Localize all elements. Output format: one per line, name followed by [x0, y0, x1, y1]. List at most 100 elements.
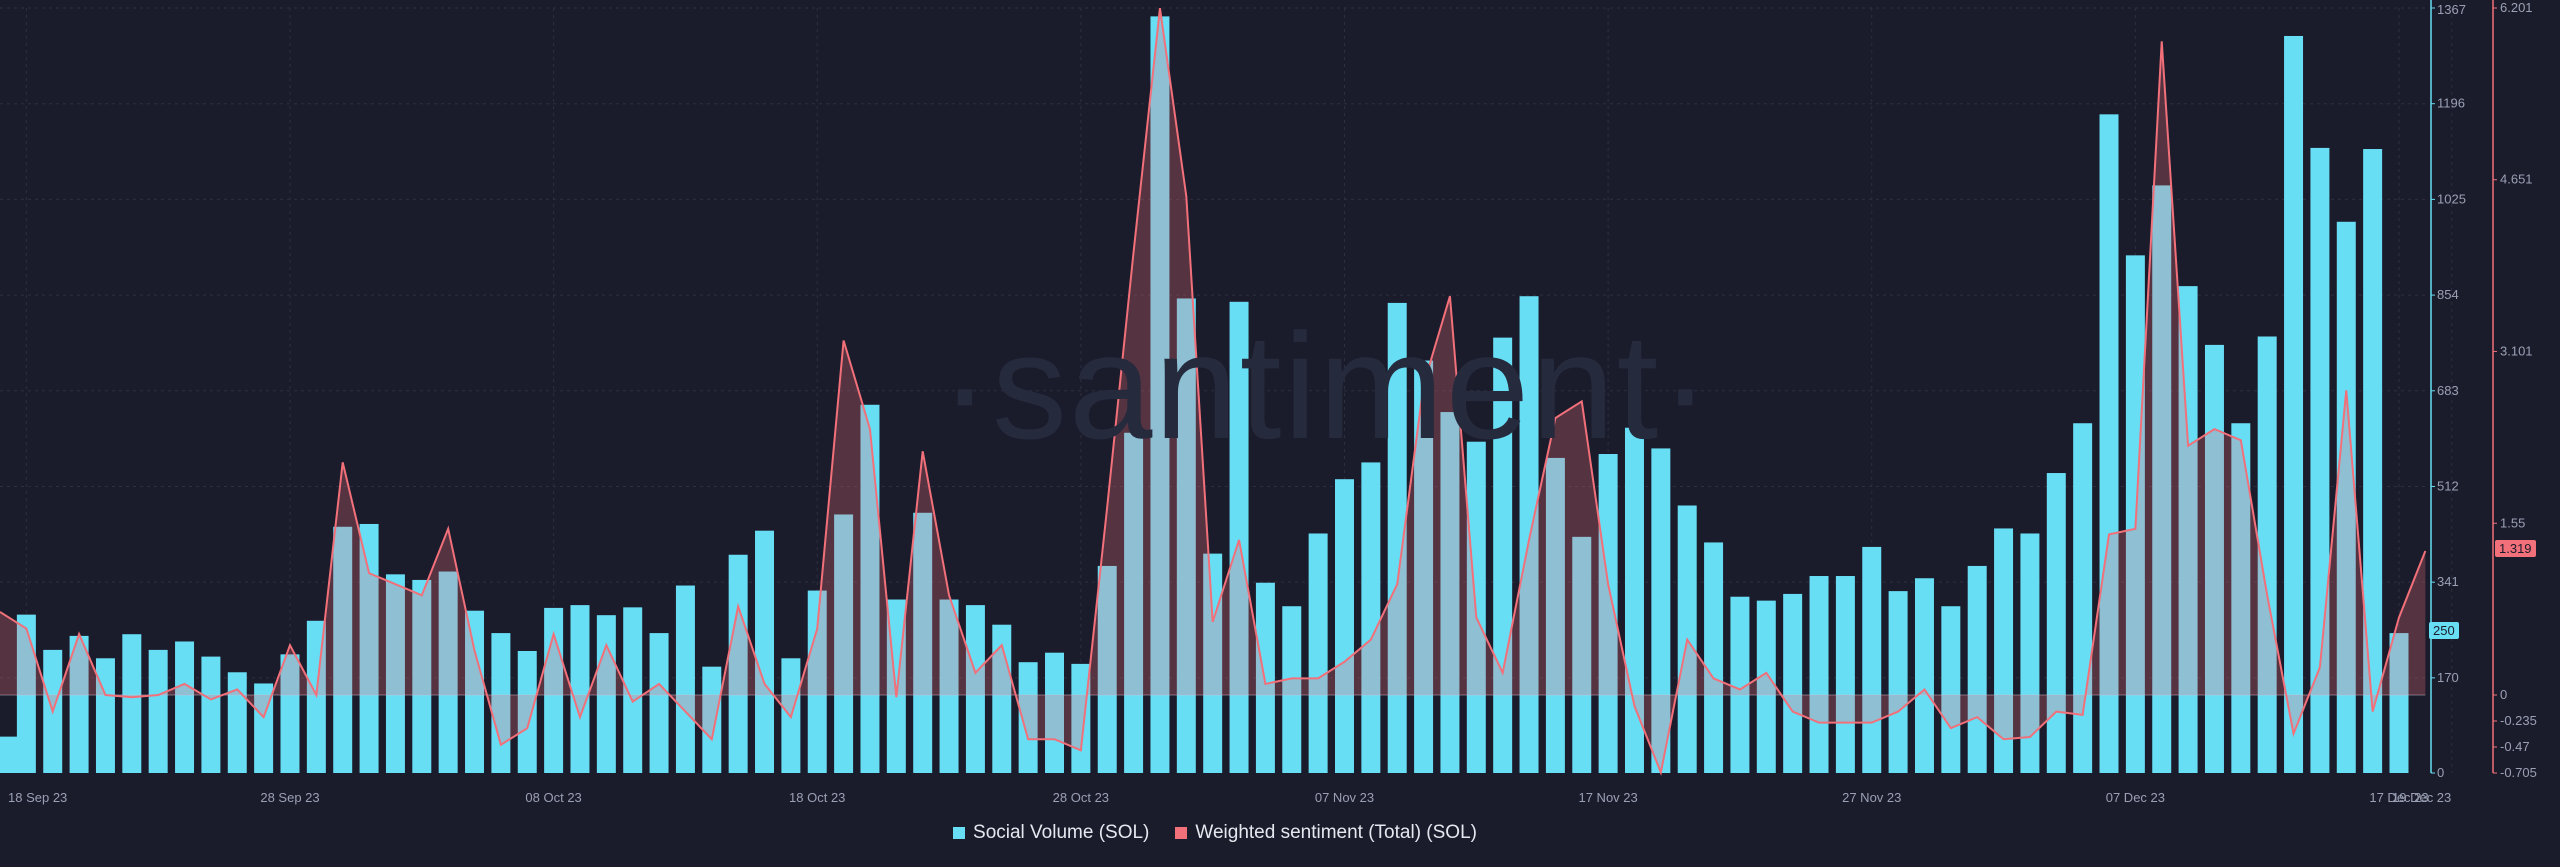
- x-axis-tick-label: 17 Nov 23: [1578, 790, 1637, 805]
- legend-item-weighted-sentiment[interactable]: Weighted sentiment (Total) (SOL): [1175, 822, 1477, 844]
- volume-bar: [1967, 565, 1987, 773]
- volume-bar: [2020, 533, 2040, 773]
- volume-bar: [491, 633, 511, 773]
- volume-bar: [1176, 298, 1196, 773]
- volume-bar: [649, 633, 669, 773]
- volume-axis-tick-label: 1196: [2437, 96, 2465, 111]
- volume-bar: [2178, 286, 2198, 773]
- volume-bar: [122, 634, 142, 773]
- volume-bar: [834, 514, 854, 773]
- volume-bar: [1888, 591, 1908, 773]
- legend-label-social-volume: Social Volume (SOL): [973, 822, 1150, 843]
- legend-label-weighted-sentiment: Weighted sentiment (Total) (SOL): [1195, 822, 1477, 843]
- volume-bar: [2336, 221, 2356, 774]
- volume-bar: [1229, 301, 1249, 773]
- volume-bar: [1994, 528, 2014, 773]
- volume-bar: [2099, 114, 2119, 773]
- volume-bar: [1440, 412, 1460, 773]
- volume-bar: [1045, 652, 1064, 773]
- volume-bar: [1282, 606, 1302, 773]
- volume-bar: [1255, 582, 1275, 773]
- volume-bar: [1704, 542, 1724, 773]
- chart-legend: Social Volume (SOL) Weighted sentiment (…: [0, 822, 2430, 844]
- x-axis-tick-label: 27 Nov 23: [1842, 790, 1901, 805]
- volume-bar: [280, 654, 300, 773]
- volume-bar: [2257, 336, 2277, 773]
- volume-bar: [1519, 296, 1539, 773]
- sentiment-axis-tick-label: -0.235: [2500, 713, 2537, 728]
- volume-bar: [2363, 149, 2383, 773]
- volume-axis-tick-label: 854: [2437, 287, 2459, 302]
- volume-bar: [570, 605, 590, 773]
- sentiment-line: [0, 7, 2427, 776]
- volume-bar: [2204, 344, 2224, 773]
- volume-bar: [2152, 185, 2172, 773]
- social-volume-swatch: [953, 827, 966, 839]
- x-axis-tick-label: 18 Sep 23: [8, 790, 67, 805]
- volume-bar: [755, 530, 775, 773]
- volume-bar: [1809, 576, 1829, 773]
- volume-bar: [939, 599, 959, 773]
- volume-axis-tick-label: 1367: [2437, 2, 2466, 17]
- sentiment-axis-tick-label: -0.705: [2500, 765, 2537, 780]
- x-axis-tick-label: 28 Sep 23: [260, 790, 319, 805]
- volume-bar: [2073, 423, 2093, 773]
- volume-axis-tick-label: 512: [2437, 478, 2459, 493]
- volume-bar: [675, 585, 695, 773]
- x-axis-tick-label: 08 Oct 23: [525, 790, 581, 805]
- sentiment-last-value-badge: 1.319: [2495, 540, 2536, 557]
- volume-bar: [860, 404, 880, 773]
- volume-last-value-badge: 250: [2429, 622, 2459, 639]
- volume-axis-tick-label: 0: [2437, 765, 2444, 780]
- volume-bar: [16, 614, 36, 773]
- volume-bar: [1150, 16, 1170, 774]
- volume-bar: [1862, 546, 1882, 773]
- volume-bar: [333, 526, 353, 773]
- volume-bar: [1071, 663, 1091, 773]
- volume-bar: [2231, 423, 2251, 773]
- volume-bar: [412, 579, 432, 773]
- volume-bar: [913, 512, 933, 773]
- volume-bar: [1783, 593, 1803, 773]
- volume-bar: [1124, 432, 1144, 773]
- volume-bar: [1335, 479, 1354, 773]
- volume-bar: [1097, 565, 1117, 773]
- volume-bar: [438, 571, 458, 773]
- volume-axis-tick-label: 170: [2437, 670, 2459, 685]
- volume-bar: [807, 590, 827, 773]
- volume-axis-tick-label: 341: [2437, 574, 2459, 589]
- volume-bar: [1387, 302, 1407, 773]
- sentiment-axis-tick-label: 4.651: [2500, 172, 2533, 187]
- sentiment-axis-tick-label: 0: [2500, 687, 2507, 702]
- volume-bar: [1914, 578, 1934, 773]
- x-axis-tick-label: 28 Oct 23: [1053, 790, 1109, 805]
- volume-axis-tick-label: 683: [2437, 383, 2459, 398]
- volume-bar: [1941, 606, 1961, 773]
- santiment-watermark: ·santiment·: [940, 302, 1713, 470]
- volume-bar: [2284, 35, 2304, 774]
- volume-bar: [465, 610, 485, 773]
- volume-bar: [1730, 596, 1750, 773]
- volume-bar: [385, 574, 405, 773]
- volume-bar: [148, 649, 168, 773]
- sentiment-axis-tick-label: -0.47: [2500, 739, 2530, 754]
- volume-bar: [702, 666, 722, 773]
- volume-bar: [69, 635, 89, 773]
- volume-bar: [1018, 662, 1038, 773]
- x-axis-tick-label: 07 Dec 23: [2106, 790, 2165, 805]
- volume-bar: [359, 523, 379, 773]
- volume-bar: [227, 672, 247, 773]
- volume-bar: [965, 605, 985, 773]
- volume-bar: [175, 641, 195, 773]
- sentiment-axis-tick-label: 3.101: [2500, 343, 2533, 358]
- volume-axis-tick-label: 1025: [2437, 191, 2466, 206]
- sentiment-axis-tick-label: 1.55: [2500, 515, 2525, 530]
- legend-item-social-volume[interactable]: Social Volume (SOL): [953, 822, 1149, 844]
- volume-bar: [1308, 533, 1328, 773]
- sentiment-axis-tick-label: 6.201: [2500, 0, 2533, 15]
- volume-bar: [95, 658, 115, 773]
- volume-bar: [1598, 454, 1618, 773]
- volume-bar: [728, 554, 748, 773]
- volume-bar: [1545, 457, 1565, 773]
